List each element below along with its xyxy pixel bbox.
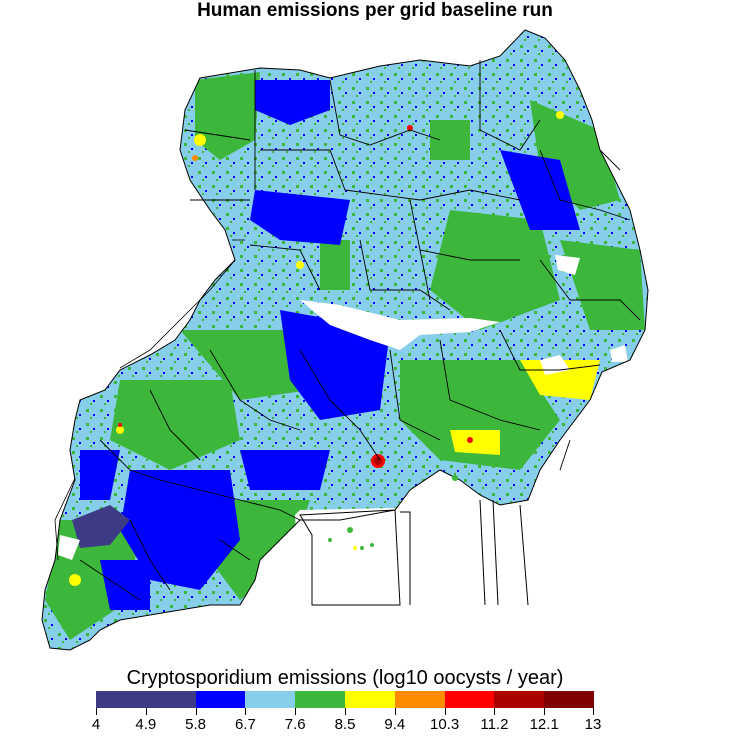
legend-swatch-0: [96, 691, 146, 708]
legend-labels: 4 4.9 5.8 6.7 7.6 8.5 9.4 10.3 11.2 12.1 13: [92, 716, 602, 736]
violet-region: [72, 505, 130, 548]
green-regions: [45, 72, 645, 640]
legend-label-10: 13: [584, 716, 602, 733]
legend-tick-3: [245, 708, 247, 715]
legend-swatch-2: [195, 691, 246, 708]
legend-swatch-4: [295, 691, 345, 708]
country-boundary: [41, 29, 649, 651]
legend-swatch-1: [145, 691, 196, 708]
legend-label-0: 4: [91, 716, 101, 733]
yellow-hotspots: [69, 111, 600, 586]
red-hotspots: [118, 125, 473, 468]
legend-label-2: 5.8: [185, 716, 207, 733]
legend-label-3: 6.7: [234, 716, 256, 733]
legend-swatch-9: [544, 691, 594, 708]
legend-swatch-7: [444, 691, 495, 708]
legend-swatch-5: [344, 691, 395, 708]
legend-tick-4: [295, 708, 297, 715]
legend-label-7: 10.3: [429, 716, 460, 733]
legend-title: Cryptosporidium emissions (log10 oocysts…: [126, 667, 564, 689]
district-boundaries: [79, 60, 641, 601]
legend-tick-8: [494, 708, 496, 715]
legend-swatch-3: [245, 691, 296, 708]
legend-swatch-6: [394, 691, 445, 708]
legend-tick-6: [394, 708, 396, 715]
legend-label-1: 4.9: [135, 716, 157, 733]
lake-victoria-outline: [299, 499, 529, 606]
western-water-outline: [54, 239, 245, 561]
legend-color-bar: [96, 691, 594, 708]
legend-label-4: 7.6: [284, 716, 306, 733]
legend-swatch-8: [494, 691, 545, 708]
legend-tick-9: [544, 708, 546, 715]
legend-label-9: 12.1: [529, 716, 559, 733]
legend-tick-0: [96, 708, 97, 715]
legend-tick-7: [444, 708, 446, 715]
legend-tick-5: [345, 708, 346, 715]
legend-ticks: [96, 708, 594, 716]
uganda-emissions-map: [41, 29, 649, 651]
legend-tick-1: [145, 708, 147, 715]
map-title: Human emissions per grid baseline run: [197, 0, 553, 21]
legend-label-5: 8.5: [334, 716, 356, 733]
legend-label-6: 9.4: [384, 716, 406, 733]
legend-tick-2: [195, 708, 197, 715]
islands: [328, 475, 458, 550]
legend-tick-10: [593, 708, 594, 715]
legend-label-8: 11.2: [480, 716, 509, 733]
